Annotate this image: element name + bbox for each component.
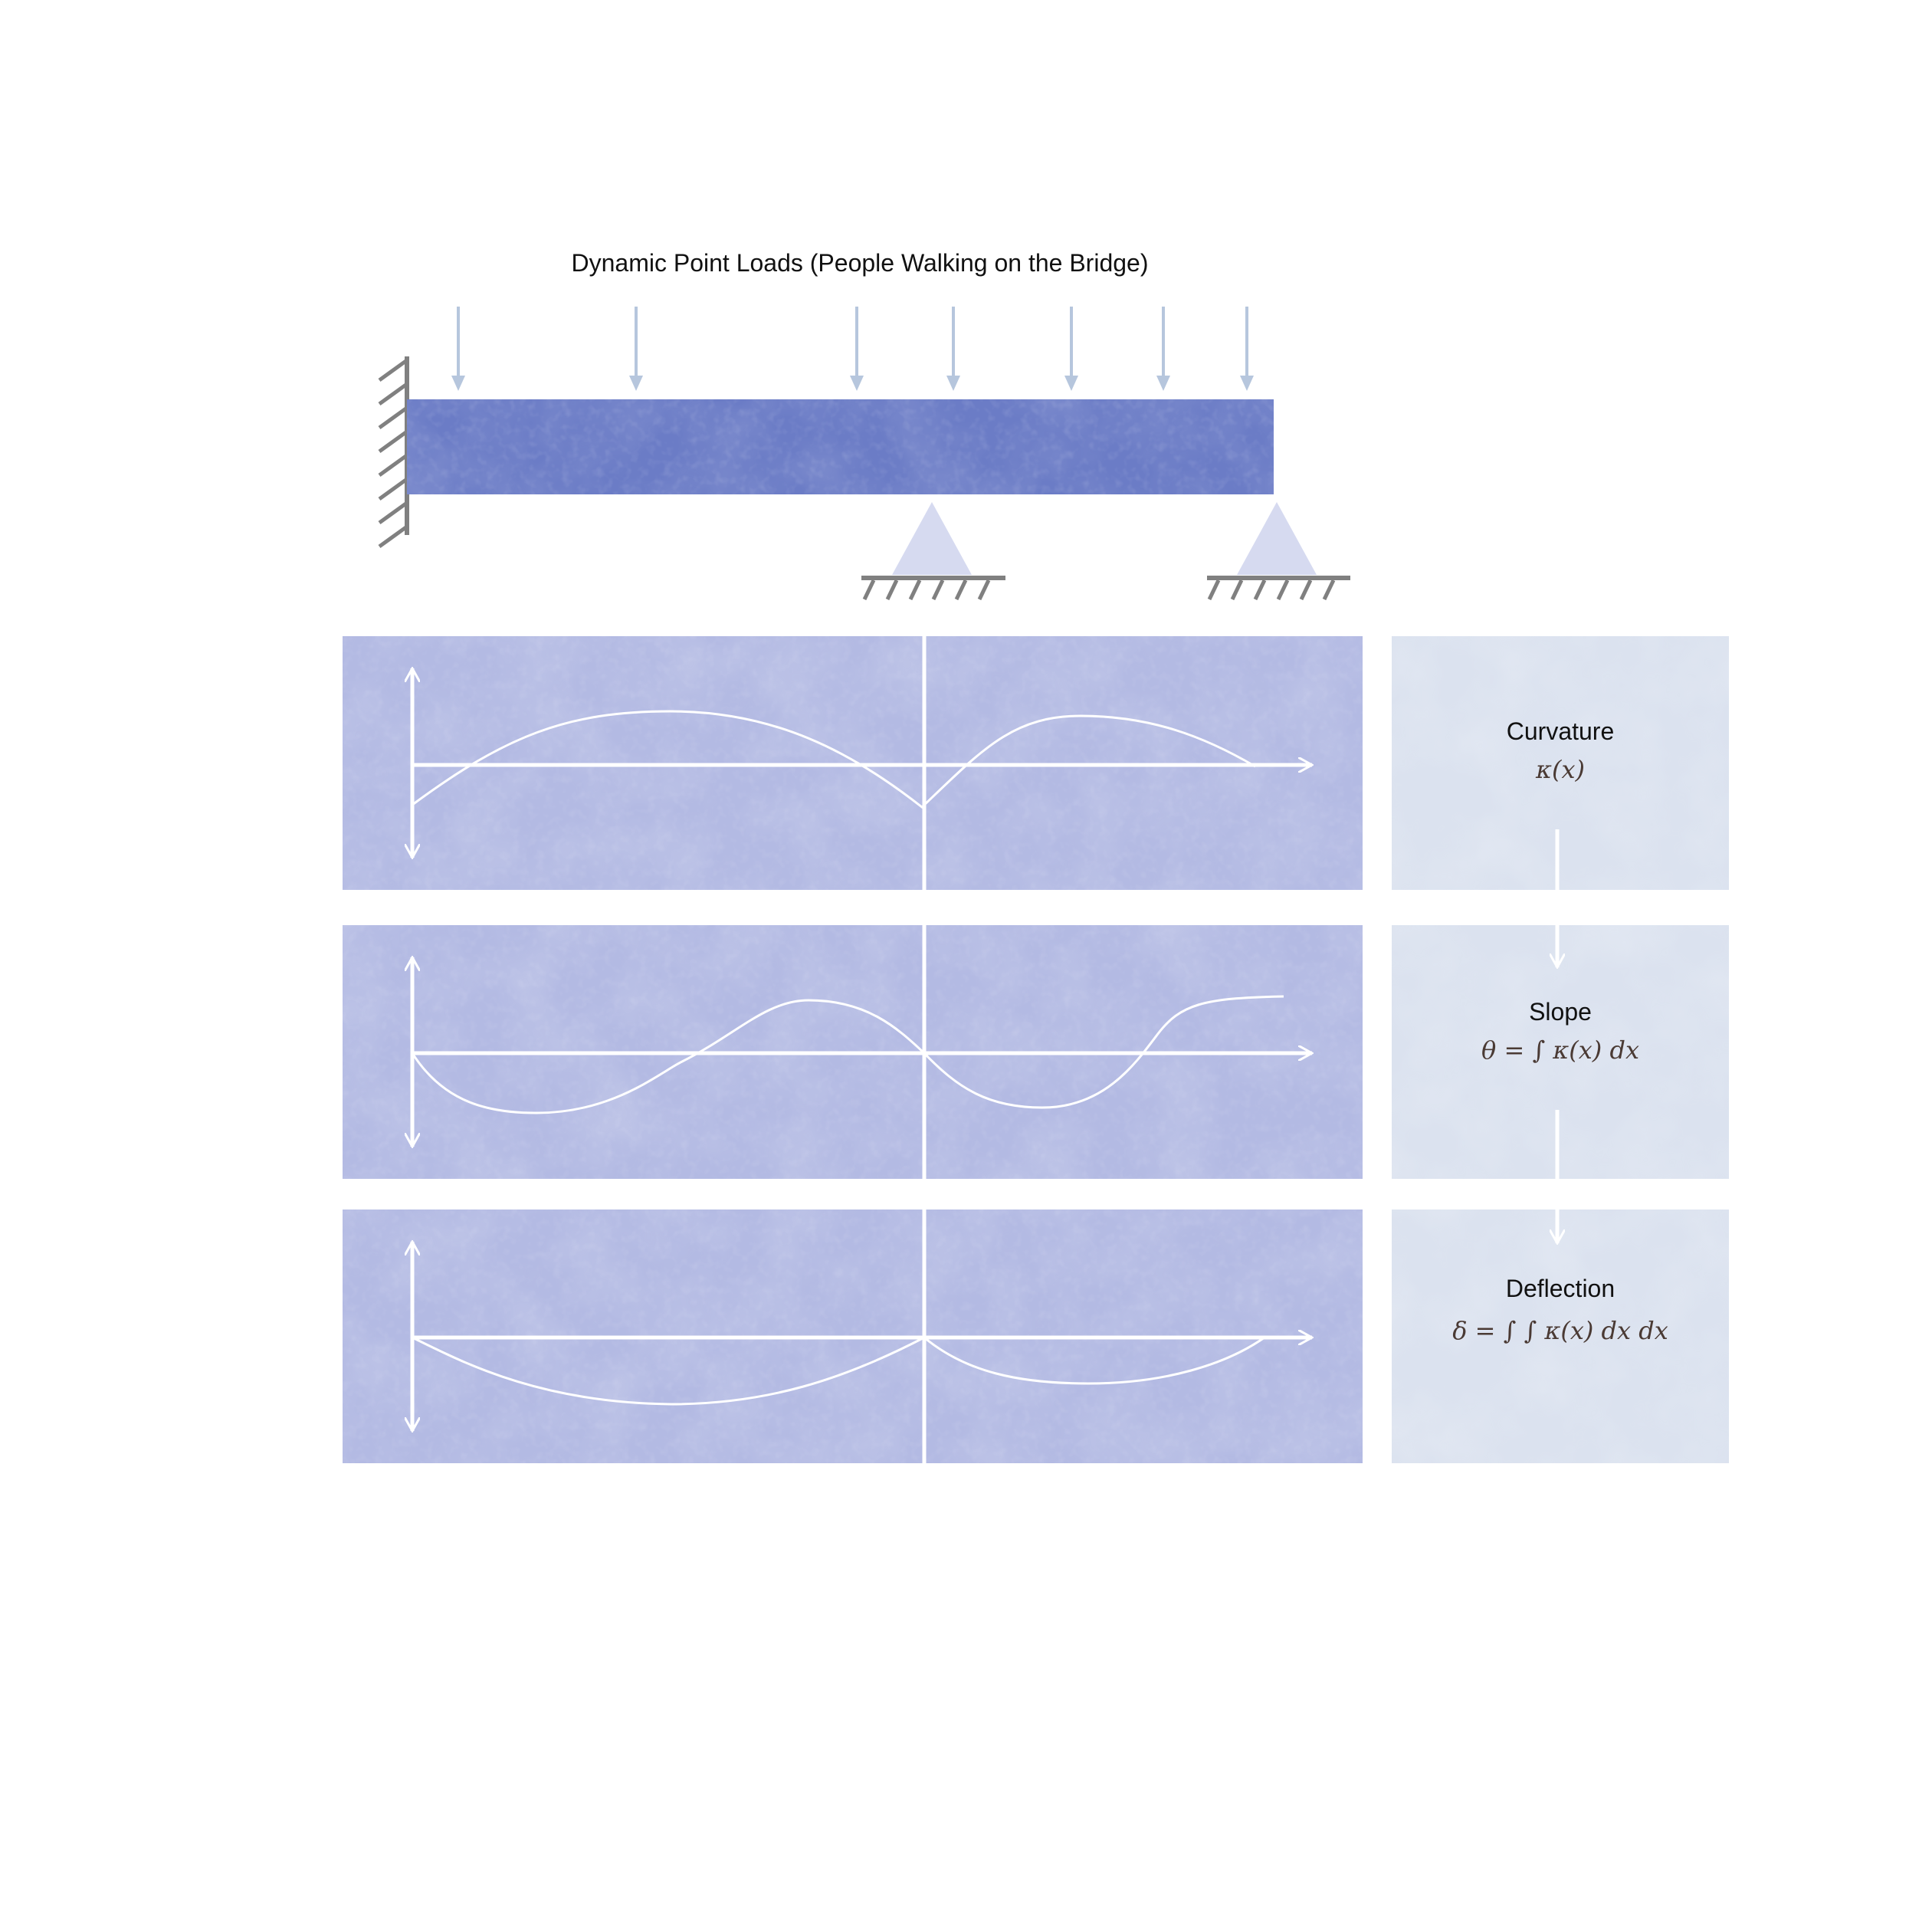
- analysis-panels: Curvature κ(x) Slope θ = ∫ κ(x) dx Deflectio…: [343, 636, 1729, 1463]
- beam: [407, 399, 1274, 494]
- down-arrow-icon: [850, 307, 864, 391]
- slope-label: Slope: [1529, 998, 1592, 1026]
- down-arrow-icon: [1240, 307, 1254, 391]
- deflection-label: Deflection: [1506, 1275, 1615, 1302]
- hatched-wall-icon: [378, 356, 409, 549]
- curvature-curve: [412, 710, 1256, 809]
- triangle-support-icon: [1207, 502, 1350, 601]
- down-arrow-icon: [1156, 307, 1170, 391]
- triangle-support-icon: [861, 502, 1005, 601]
- slope-formula: θ = ∫ κ(x) dx: [1481, 1036, 1639, 1065]
- deflection-label-panel: Deflection δ = ∫ ∫ κ(x) dx dx: [1392, 1210, 1729, 1463]
- curvature-formula: κ(x): [1535, 755, 1585, 784]
- diagram-title: Dynamic Point Loads (People Walking on t…: [572, 249, 1149, 277]
- curvature-label: Curvature: [1507, 717, 1615, 745]
- down-arrow-icon: [629, 307, 643, 391]
- down-arrow-icon: [451, 307, 465, 391]
- down-arrow-icon: [946, 307, 960, 391]
- slope-label-panel: Slope θ = ∫ κ(x) dx: [1392, 925, 1729, 1179]
- load-arrows: [451, 307, 1254, 391]
- curvature-row: Curvature κ(x): [343, 636, 1729, 890]
- curvature-label-panel: Curvature κ(x): [1392, 636, 1729, 890]
- slope-curve: [411, 995, 1284, 1114]
- deflection-row: Deflection δ = ∫ ∫ κ(x) dx dx: [343, 1210, 1729, 1463]
- deflection-curve: [412, 1336, 1265, 1406]
- slope-row: Slope θ = ∫ κ(x) dx: [343, 925, 1729, 1179]
- down-arrow-icon: [1064, 307, 1078, 391]
- deflection-formula: δ = ∫ ∫ κ(x) dx dx: [1452, 1316, 1668, 1345]
